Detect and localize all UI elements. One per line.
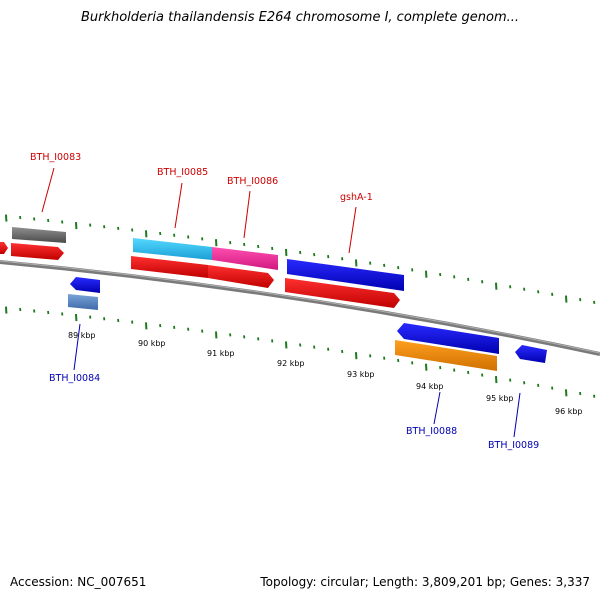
lower-tick-ring	[5, 306, 596, 398]
label-bth-i0088[interactable]: BTH_I0088	[406, 426, 457, 437]
cds-forward-left-edge[interactable]	[0, 242, 8, 254]
map-title: Burkholderia thailandensis E264 chromoso…	[80, 10, 520, 25]
leader-bth-i0084	[73, 323, 81, 371]
label-leaders	[41, 167, 521, 438]
leader-gsha-1	[348, 206, 357, 254]
scale-label-94: 94 kbp	[416, 382, 444, 391]
cds-bth-i0088[interactable]	[397, 323, 499, 354]
leader-bth-i0086	[243, 190, 251, 239]
forward-gene-row	[12, 227, 404, 291]
scale-label-91: 91 kbp	[207, 349, 235, 358]
scale-label-92: 92 kbp	[277, 359, 305, 368]
genome-backbone	[0, 260, 600, 356]
leader-bth-i0083	[41, 167, 55, 213]
scale-label-90: 90 kbp	[138, 339, 166, 348]
scale-label-95: 95 kbp	[486, 394, 514, 403]
genome-backbone-highlight	[0, 260, 600, 354]
cds-bth-i0083[interactable]	[11, 243, 64, 260]
label-gsha-1[interactable]: gshA-1	[340, 192, 373, 203]
gene-labels: BTH_I0083 BTH_I0085 BTH_I0086 gshA-1 BTH…	[30, 152, 539, 451]
scale-label-96: 96 kbp	[555, 407, 583, 416]
leader-bth-i0085	[174, 182, 183, 229]
cds-bth-i0089[interactable]	[515, 345, 547, 363]
label-bth-i0086[interactable]: BTH_I0086	[227, 176, 278, 187]
label-bth-i0083[interactable]: BTH_I0083	[30, 152, 81, 163]
reverse-gene-row	[68, 277, 547, 371]
accession-text: Accession: NC_007651	[10, 575, 147, 589]
cds-bth-i0085[interactable]	[131, 256, 212, 278]
leader-bth-i0089	[513, 392, 521, 438]
leader-bth-i0088	[433, 391, 441, 425]
scale-label-89: 89 kbp	[68, 331, 96, 340]
cds-bth-i0086[interactable]	[208, 265, 274, 288]
gene-bth-i0088[interactable]	[395, 340, 497, 371]
cds-bth-i0084[interactable]	[70, 277, 100, 293]
gene-bth-i0085[interactable]	[133, 238, 212, 260]
scale-labels: 89 kbp 90 kbp 91 kbp 92 kbp 93 kbp 94 kb…	[68, 331, 583, 416]
label-bth-i0085[interactable]: BTH_I0085	[157, 167, 208, 178]
gene-gsha-1[interactable]	[287, 259, 404, 291]
genome-summary-text: Topology: circular; Length: 3,809,201 bp…	[260, 575, 590, 589]
label-bth-i0089[interactable]: BTH_I0089	[488, 440, 539, 451]
gene-bth-i0084[interactable]	[68, 294, 98, 310]
label-bth-i0084[interactable]: BTH_I0084	[49, 373, 100, 384]
forward-cds-row	[0, 242, 400, 308]
cds-gsha-1[interactable]	[285, 278, 400, 308]
gene-bth-i0086[interactable]	[212, 247, 278, 270]
scale-label-93: 93 kbp	[347, 370, 375, 379]
upper-tick-ring	[5, 214, 596, 304]
gene-bth-i0083[interactable]	[12, 227, 66, 243]
